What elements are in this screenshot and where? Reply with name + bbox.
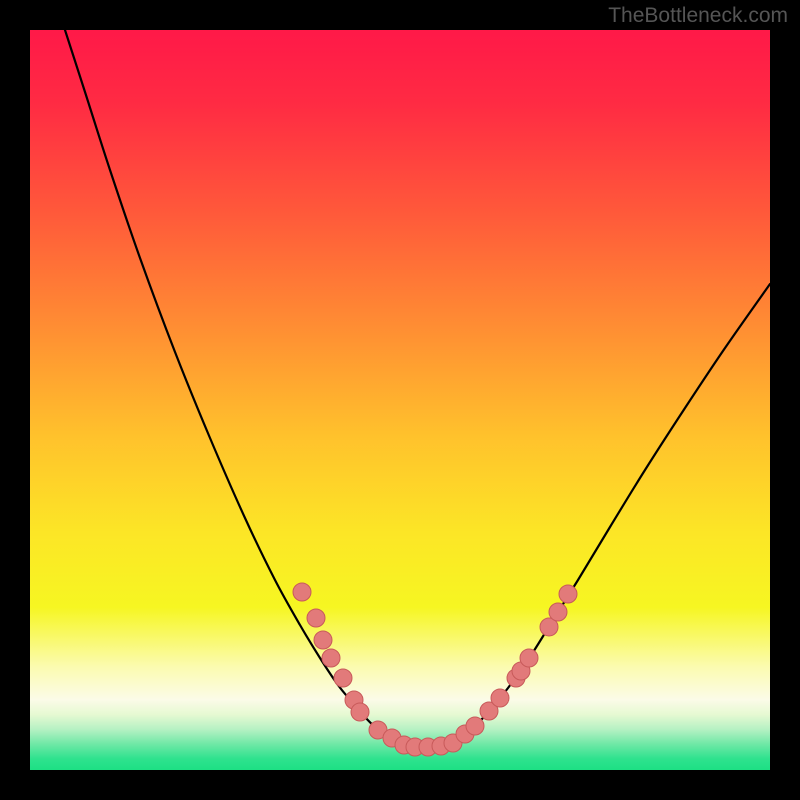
curve-marker: [520, 649, 538, 667]
chart-container: TheBottleneck.com: [0, 0, 800, 800]
curve-marker: [307, 609, 325, 627]
curve-marker: [351, 703, 369, 721]
bottleneck-chart: [0, 0, 800, 800]
curve-marker: [293, 583, 311, 601]
curve-marker: [559, 585, 577, 603]
chart-gradient-bg: [30, 30, 770, 770]
curve-marker: [334, 669, 352, 687]
watermark-text: TheBottleneck.com: [608, 4, 788, 28]
curve-marker: [322, 649, 340, 667]
curve-marker: [549, 603, 567, 621]
curve-marker: [314, 631, 332, 649]
curve-marker: [491, 689, 509, 707]
curve-marker: [466, 717, 484, 735]
